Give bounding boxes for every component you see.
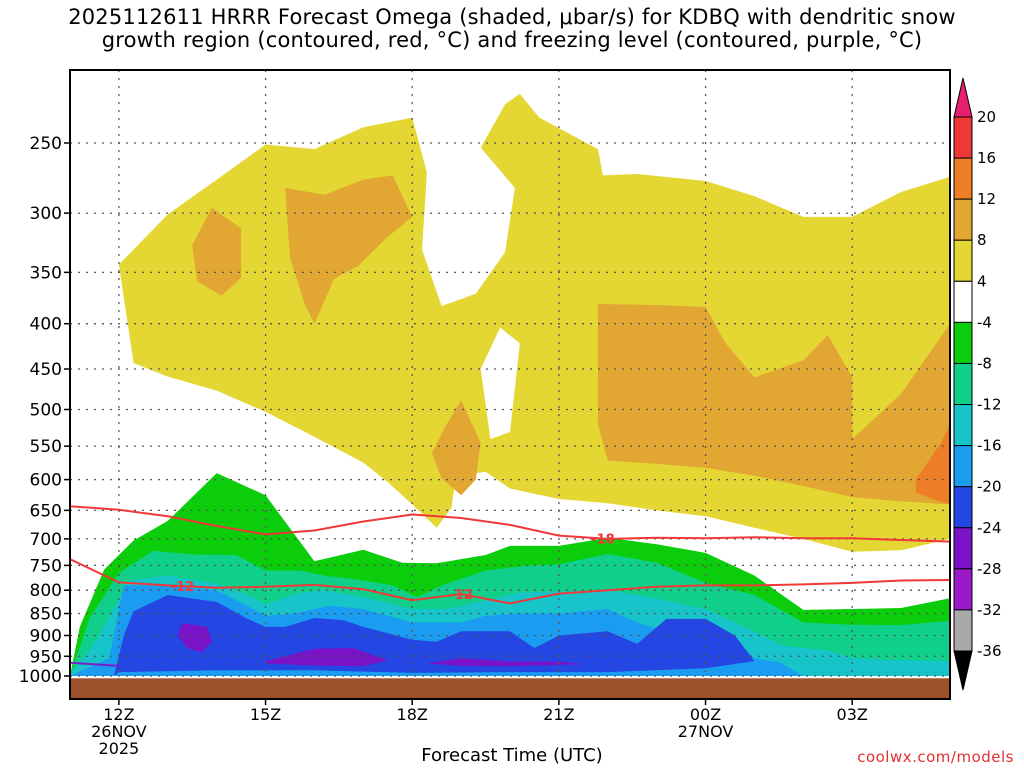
chart-title-line1: 2025112611 HRRR Forecast Omega (shaded, …	[68, 5, 956, 29]
colorbar-bottom-arrow	[953, 650, 973, 691]
omega-region-13	[265, 648, 388, 667]
colorbar-label-11: -28	[977, 560, 1002, 578]
omega-region-6	[915, 424, 950, 505]
colorbar: 20 16 12 8 4 -4 -8 -12 -16 -20 -24 -28 -32 -36	[953, 77, 1002, 691]
y-tick-label-900: 900	[30, 626, 62, 646]
omega-region-2	[192, 207, 242, 296]
ground-surface	[70, 678, 950, 699]
y-tick-label-650: 650	[30, 501, 62, 521]
y-tick-label-500: 500	[30, 401, 62, 421]
x-tick-label-21Z: 21Z	[543, 705, 574, 724]
y-tick-label-450: 450	[30, 360, 62, 380]
omega-shading	[70, 93, 950, 676]
grid-lines	[70, 70, 950, 699]
chart-title-line2: growth region (contoured, red, °C) and f…	[101, 28, 923, 52]
colorbar-label-7: -12	[977, 396, 1002, 414]
omega-region-14	[426, 658, 584, 667]
colorbar-label-2: 12	[977, 190, 996, 208]
colorbar-label-3: 8	[977, 231, 987, 249]
omega-region-4	[431, 400, 481, 496]
y-tick-label-950: 950	[30, 647, 62, 667]
contour-line-1	[70, 558, 950, 605]
x-tick-date-12Z: 26NOV	[91, 722, 147, 741]
colorbar-bin-1	[953, 116, 973, 159]
colorbar-label-13: -36	[977, 642, 1002, 660]
colorbar-bin-12	[953, 568, 973, 611]
contour-line-0	[70, 505, 950, 543]
y-tick-label-400: 400	[30, 315, 62, 335]
omega-region-1	[480, 327, 520, 440]
watermark: coolwx.com/models	[857, 748, 1014, 766]
omega-region-5	[598, 304, 950, 505]
colorbar-label-1: 16	[977, 149, 996, 167]
x-tick-label-18Z: 18Z	[397, 705, 428, 724]
plot-frame	[69, 69, 951, 700]
x-tick-label-12Z: 12Z	[103, 705, 134, 724]
colorbar-label-12: -32	[977, 601, 1002, 619]
x-axis-label: Forecast Time (UTC)	[421, 745, 603, 766]
y-tick-label-550: 550	[30, 437, 62, 457]
x-tick-date-00Z: 27NOV	[678, 722, 734, 741]
pressure-axis: 2503003504004505005506006507007508008509…	[19, 134, 70, 687]
colorbar-bin-6	[953, 321, 973, 364]
colorbar-bin-10	[953, 486, 973, 529]
y-tick-label-350: 350	[30, 263, 62, 283]
y-tick-label-850: 850	[30, 605, 62, 625]
colorbar-bin-8	[953, 404, 973, 447]
colorbar-label-8: -16	[977, 437, 1002, 455]
x-tick-label-03Z: 03Z	[837, 705, 868, 724]
x-tick-label-15Z: 15Z	[250, 705, 281, 724]
x-tick-label-00Z: 00Z	[690, 705, 721, 724]
temperature-contours: -18 -12 -12	[70, 505, 950, 667]
y-tick-label-800: 800	[30, 581, 62, 601]
colorbar-label-4: 4	[977, 272, 987, 290]
colorbar-label-5: -4	[977, 313, 992, 331]
colorbar-top-arrow	[953, 77, 973, 118]
colorbar-bin-7	[953, 362, 973, 406]
y-tick-label-750: 750	[30, 556, 62, 576]
colorbar-bin-3	[953, 198, 973, 241]
y-tick-label-600: 600	[30, 471, 62, 491]
colorbar-bin-5	[953, 280, 973, 323]
colorbar-label-9: -20	[977, 478, 1002, 496]
colorbar-label-6: -8	[977, 354, 992, 372]
colorbar-label-10: -24	[977, 519, 1002, 537]
contour-label-1-0: -12	[171, 580, 195, 595]
colorbar-bin-9	[953, 445, 973, 488]
contour-line-2	[70, 661, 119, 667]
contour-label-0-0: -18	[591, 533, 615, 548]
y-tick-label-250: 250	[30, 134, 62, 154]
omega-region-11	[114, 595, 755, 676]
contour-label-1-1: -12	[449, 588, 473, 603]
colorbar-label-0: 20	[977, 108, 996, 126]
colorbar-bin-4	[953, 239, 973, 282]
colorbar-bin-13	[953, 609, 973, 652]
y-tick-label-1000: 1000	[19, 667, 62, 687]
omega-region-3	[285, 175, 413, 324]
colorbar-bin-2	[953, 157, 973, 200]
x-tick-year-12Z: 2025	[99, 739, 140, 758]
y-tick-label-700: 700	[30, 530, 62, 550]
colorbar-bin-11	[953, 527, 973, 570]
y-tick-label-300: 300	[30, 204, 62, 224]
omega-region-12	[177, 623, 212, 653]
chart-title: 2025112611 HRRR Forecast Omega (shaded, …	[0, 6, 1024, 52]
